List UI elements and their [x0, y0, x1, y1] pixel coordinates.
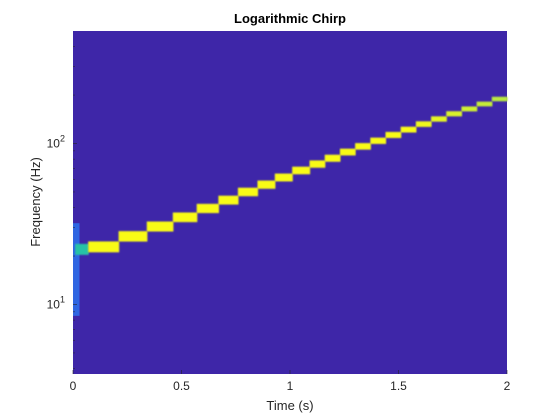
ridge-segment — [274, 173, 293, 182]
y-tick-label: 101 — [47, 294, 65, 311]
chart-title: Logarithmic Chirp — [234, 11, 346, 26]
x-tick-label: 1 — [287, 379, 294, 393]
y-axis-ticks: 101 102 — [47, 46, 77, 369]
ridge-segment — [118, 231, 148, 242]
ridge-segment — [196, 203, 219, 214]
ridge-segment — [446, 111, 463, 117]
x-tick-label: 1.5 — [390, 379, 407, 393]
ridge-segment — [370, 137, 387, 144]
plot-area — [73, 31, 507, 374]
spectrogram-ridge — [73, 96, 508, 316]
ridge-segment — [257, 180, 276, 189]
ridge-segment — [385, 131, 402, 139]
ridge-segment — [172, 212, 198, 223]
ridge-segment — [237, 187, 259, 197]
ridge-segment — [88, 241, 120, 253]
y-tick-label: 102 — [47, 134, 65, 151]
x-tick-label: 0.5 — [173, 379, 190, 393]
x-axis-ticks: 0 0.5 1 1.5 2 — [70, 370, 511, 393]
ridge-segment — [218, 195, 239, 205]
ridge-segment — [491, 96, 508, 102]
ridge-segment — [431, 116, 447, 122]
x-tick-label: 0 — [70, 379, 77, 393]
ridge-segment — [292, 166, 311, 175]
ridge-segment — [461, 106, 478, 112]
ridge-segment — [476, 101, 493, 107]
ridge-segment — [146, 221, 174, 232]
ridge-segment — [355, 143, 371, 150]
x-tick-label: 2 — [504, 379, 511, 393]
ridge-segment — [400, 126, 417, 133]
ridge-segment — [309, 160, 326, 168]
x-axis-label: Time (s) — [266, 398, 313, 413]
ridge-segment — [415, 121, 432, 127]
ridge-segment — [339, 148, 356, 156]
startup-smear — [73, 223, 80, 316]
ridge-segment — [324, 154, 341, 162]
ridge-segment — [75, 243, 89, 255]
y-axis-label: Frequency (Hz) — [28, 157, 43, 247]
